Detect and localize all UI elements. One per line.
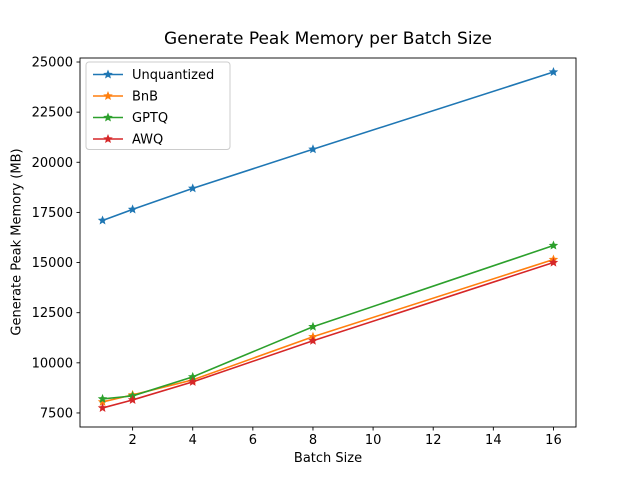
y-tick-label: 10000 <box>32 356 73 371</box>
data-point-unquantized-4 <box>187 183 198 193</box>
data-point-unquantized-1 <box>97 215 108 225</box>
data-point-gptq-16 <box>548 240 559 250</box>
y-tick-label: 12500 <box>32 306 73 321</box>
x-axis-label: Batch Size <box>293 451 363 466</box>
data-point-gptq-8 <box>308 321 318 331</box>
data-point-awq-16 <box>548 257 559 267</box>
legend-label-awq: AWQ <box>132 133 163 148</box>
y-tick-label: 22500 <box>32 106 73 121</box>
x-tick-label: 6 <box>249 433 257 448</box>
legend-marker-star <box>103 112 113 122</box>
data-point-unquantized-8 <box>308 144 318 154</box>
data-point-unquantized-16 <box>548 67 559 77</box>
chart-title: Generate Peak Memory per Batch Size <box>164 29 492 49</box>
legend-label-gptq: GPTQ <box>132 111 168 126</box>
series-line-gptq <box>102 244 554 400</box>
y-tick-label: 25000 <box>32 56 73 71</box>
x-tick-label: 10 <box>365 433 382 448</box>
x-tick-label: 4 <box>189 433 197 448</box>
series-line-bnb <box>102 258 554 403</box>
legend-marker-star <box>103 91 113 101</box>
plot-border <box>79 57 577 428</box>
data-point-awq-1 <box>97 402 108 412</box>
y-tick-label: 7500 <box>40 406 73 421</box>
data-point-gptq-1 <box>97 393 108 403</box>
data-point-awq-4 <box>187 376 198 386</box>
x-tick-label: 16 <box>545 433 562 448</box>
legend-label-unquantized: Unquantized <box>132 68 214 83</box>
data-point-unquantized-2 <box>127 204 138 214</box>
y-tick-label: 17500 <box>32 206 73 221</box>
y-tick-label: 15000 <box>32 256 73 271</box>
data-point-gptq-4 <box>187 371 198 381</box>
legend-marker-star <box>103 69 113 79</box>
y-tick-label: 20000 <box>32 156 73 171</box>
y-axis-label: Generate Peak Memory (MB) <box>9 148 25 336</box>
x-tick-label: 12 <box>425 433 442 448</box>
legend-box <box>85 61 231 150</box>
legend-label-bnb: BnB <box>132 90 158 105</box>
x-tick-label: 14 <box>485 433 502 448</box>
legend-marker-star <box>103 134 113 144</box>
x-tick-label: 2 <box>128 433 136 448</box>
data-point-bnb-1 <box>97 396 108 406</box>
data-point-awq-8 <box>308 335 318 345</box>
x-tick-label: 8 <box>309 433 317 448</box>
data-point-awq-2 <box>127 394 138 404</box>
